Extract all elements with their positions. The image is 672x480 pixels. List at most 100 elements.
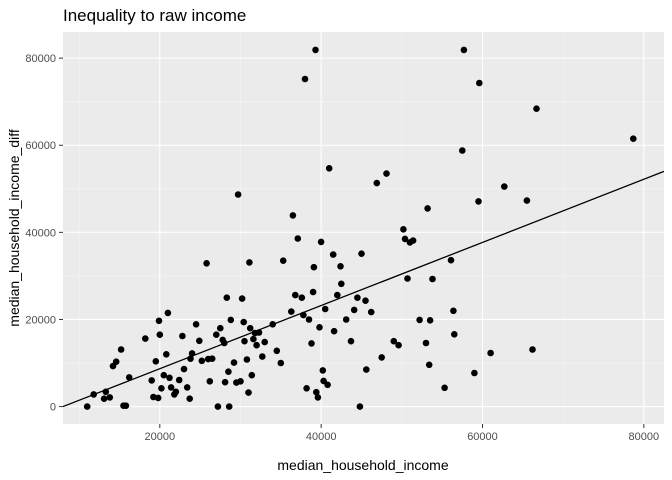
data-point	[429, 275, 436, 283]
data-point	[208, 355, 216, 363]
data-point	[321, 305, 329, 313]
data-point	[277, 359, 285, 367]
data-point	[289, 212, 297, 219]
data-point	[329, 251, 337, 258]
data-point	[179, 332, 186, 340]
data-point	[303, 385, 310, 392]
data-point	[460, 46, 468, 54]
x-axis-title: median_household_income	[277, 457, 448, 473]
data-point	[630, 135, 637, 142]
y-tick-label: 80000	[25, 53, 56, 65]
data-point	[298, 294, 306, 302]
data-point	[334, 291, 341, 299]
data-point	[324, 381, 331, 389]
data-point	[358, 250, 365, 257]
data-point	[279, 257, 287, 265]
data-point	[223, 294, 231, 302]
data-point	[250, 335, 257, 343]
data-point	[154, 394, 162, 402]
data-point	[314, 394, 322, 401]
data-point	[243, 356, 251, 363]
data-point	[148, 377, 155, 384]
data-point	[471, 369, 478, 377]
data-point	[241, 337, 248, 345]
data-point	[186, 395, 193, 403]
data-point	[529, 346, 536, 353]
data-point	[475, 198, 482, 205]
data-point	[501, 183, 508, 190]
data-point	[166, 374, 173, 382]
data-point	[305, 316, 313, 323]
data-point	[172, 388, 180, 396]
data-point	[261, 338, 269, 346]
x-tick-label: 60000	[467, 431, 498, 443]
data-point	[225, 368, 232, 376]
data-point	[160, 371, 168, 379]
data-point	[206, 378, 214, 385]
data-point	[288, 308, 295, 315]
data-point	[338, 280, 345, 288]
data-point	[294, 235, 302, 242]
data-point	[330, 327, 338, 335]
data-point	[237, 378, 244, 385]
data-point	[356, 403, 364, 410]
data-point	[106, 394, 114, 401]
data-point	[122, 402, 130, 410]
data-point	[347, 337, 355, 345]
data-point	[309, 288, 317, 296]
data-point	[362, 297, 369, 305]
plot-panel	[63, 32, 664, 424]
data-point	[155, 317, 163, 325]
data-point	[246, 259, 253, 266]
data-point	[152, 358, 160, 365]
x-axis-ticks: 20000 40000 60000 80000	[145, 424, 659, 443]
data-point	[253, 341, 260, 349]
data-point	[400, 226, 407, 233]
data-point	[317, 238, 325, 246]
data-point	[156, 331, 164, 339]
data-point	[112, 358, 120, 366]
data-point	[230, 359, 238, 366]
data-point	[273, 347, 281, 355]
data-point	[363, 366, 370, 373]
data-point	[225, 403, 233, 410]
data-point	[316, 324, 323, 331]
data-point	[312, 46, 319, 54]
data-point	[373, 179, 381, 187]
data-point	[426, 317, 434, 324]
x-tick-label: 20000	[145, 431, 176, 443]
data-point	[192, 321, 200, 328]
data-point	[354, 294, 361, 302]
data-point	[325, 165, 333, 172]
data-point	[523, 197, 531, 204]
data-point	[164, 309, 172, 317]
data-point	[459, 147, 466, 154]
data-point	[117, 346, 125, 353]
data-point	[308, 340, 315, 347]
chart-title: Inequality to raw income	[63, 6, 246, 25]
data-point	[83, 403, 91, 410]
data-point	[425, 361, 433, 369]
major-gridlines	[63, 32, 664, 424]
data-point	[476, 79, 483, 87]
data-point	[142, 335, 149, 342]
data-point	[404, 275, 411, 282]
y-tick-label: 0	[50, 402, 56, 414]
data-point	[350, 306, 358, 314]
data-point	[409, 237, 417, 244]
data-point	[203, 260, 210, 267]
data-point	[447, 256, 455, 264]
data-point	[441, 384, 448, 392]
data-point	[248, 371, 256, 379]
data-point	[183, 384, 191, 391]
data-point	[259, 353, 266, 360]
y-tick-label: 20000	[25, 314, 56, 326]
y-axis-ticks: 0 20000 40000 60000 80000	[25, 53, 63, 414]
data-point	[217, 324, 224, 332]
data-point	[401, 235, 409, 243]
data-point	[198, 357, 206, 365]
data-points	[83, 46, 637, 410]
data-point	[180, 365, 188, 373]
data-point	[367, 308, 375, 316]
data-point	[125, 374, 133, 381]
